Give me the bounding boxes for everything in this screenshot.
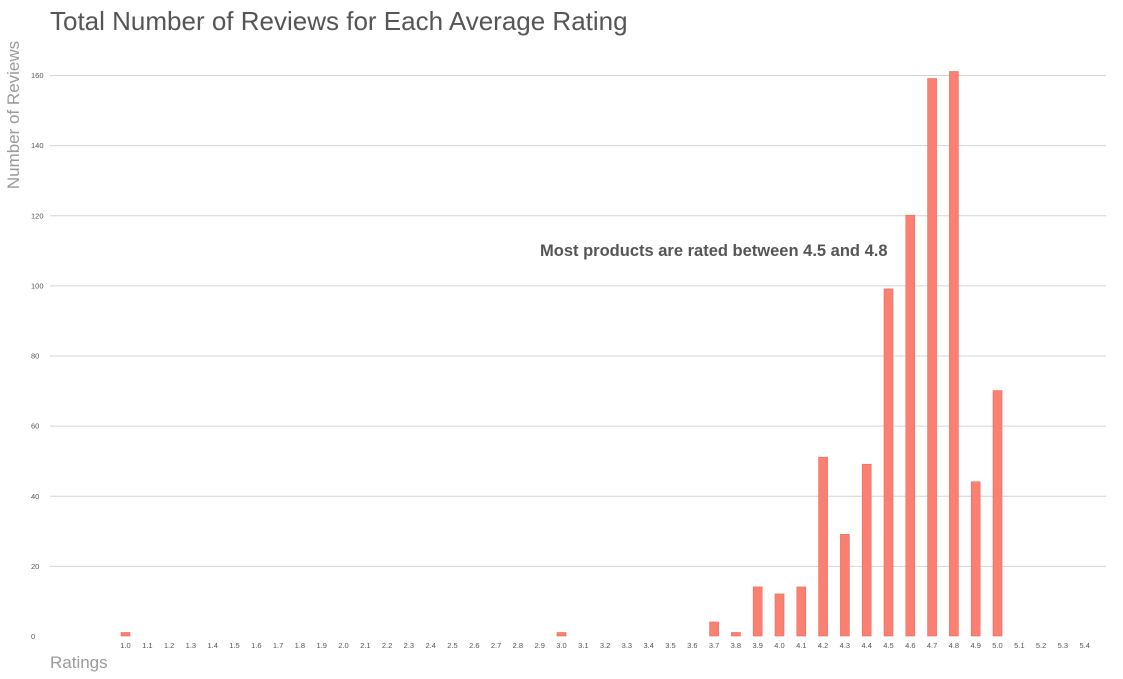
bar	[949, 71, 959, 637]
x-tick-label: 3.2	[600, 641, 610, 650]
x-tick-label: 4.8	[949, 641, 959, 650]
x-tick-label: 3.4	[643, 641, 653, 650]
x-tick-label: 3.3	[622, 641, 632, 650]
x-tick-label: 1.8	[295, 641, 305, 650]
y-tick-label: 100	[31, 281, 44, 290]
x-tick-label: 1.2	[164, 641, 174, 650]
x-tick-label: 2.2	[382, 641, 392, 650]
x-tick-label: 2.9	[534, 641, 544, 650]
x-tick-label: 1.5	[229, 641, 239, 650]
y-tick-label: 20	[31, 562, 39, 571]
bar	[796, 586, 807, 637]
x-tick-label: 5.1	[1014, 641, 1024, 650]
bar	[927, 78, 937, 637]
x-tick-label: 4.7	[927, 641, 937, 650]
gridlines	[50, 75, 1106, 567]
bars	[120, 71, 1003, 637]
bar	[774, 593, 785, 637]
bar	[992, 390, 1003, 637]
x-tick-label: 1.1	[142, 641, 152, 650]
x-tick-label: 5.0	[992, 641, 1002, 650]
bar	[709, 621, 719, 637]
y-tick-label: 120	[31, 211, 44, 220]
x-tick-label: 5.2	[1036, 641, 1046, 650]
x-tick-label: 2.1	[360, 641, 370, 650]
x-tick-label: 2.4	[425, 641, 435, 650]
x-tick-label: 3.6	[687, 641, 697, 650]
bar	[752, 586, 763, 637]
y-tick-label: 80	[31, 352, 39, 361]
bar	[905, 214, 916, 637]
x-tick-label: 2.6	[469, 641, 479, 650]
bar	[840, 534, 850, 637]
x-tick-label: 4.4	[861, 641, 871, 650]
x-tick-label: 3.5	[665, 641, 675, 650]
x-tick-label: 2.5	[447, 641, 457, 650]
y-tick-label: 160	[31, 71, 44, 80]
x-tick-labels: 1.0 1.1 1.2 1.3 1.4 1.5 1.6 1.7 1.8 1.9 2.0 2.1 2.2 2…	[120, 641, 1090, 650]
bar	[818, 456, 828, 637]
x-tick-label: 4.0	[774, 641, 784, 650]
bar	[731, 632, 741, 637]
bar	[861, 463, 872, 637]
bar	[883, 288, 894, 637]
x-tick-label: 2.3	[404, 641, 414, 650]
x-tick-label: 5.4	[1079, 641, 1089, 650]
x-tick-label: 1.0	[120, 641, 130, 650]
bar	[970, 481, 981, 637]
x-tick-label: 2.7	[491, 641, 501, 650]
x-tick-label: 1.6	[251, 641, 261, 650]
x-tick-label: 3.1	[578, 641, 588, 650]
chart-annotation: Most products are rated between 4.5 and …	[540, 242, 888, 260]
y-tick-label: 140	[31, 141, 44, 150]
x-tick-label: 3.0	[556, 641, 566, 650]
x-axis-label: Ratings	[50, 653, 108, 672]
x-tick-label: 4.9	[970, 641, 980, 650]
x-tick-label: 4.3	[840, 641, 850, 650]
bar	[556, 632, 567, 637]
x-tick-label: 5.3	[1058, 641, 1068, 650]
y-tick-label: 0	[31, 632, 35, 641]
y-tick-label: 40	[31, 492, 39, 501]
x-tick-label: 3.7	[709, 641, 719, 650]
bar	[120, 632, 131, 637]
y-tick-label: 60	[31, 422, 39, 431]
chart-title: Total Number of Reviews for Each Average…	[50, 6, 628, 36]
x-tick-label: 4.2	[818, 641, 828, 650]
y-tick-labels: 0 20 40 60 80 100 120 140 160	[31, 71, 44, 641]
x-tick-label: 4.5	[883, 641, 893, 650]
x-tick-label: 2.0	[338, 641, 348, 650]
x-tick-label: 2.8	[513, 641, 523, 650]
x-tick-label: 3.9	[752, 641, 762, 650]
x-tick-label: 4.6	[905, 641, 915, 650]
x-tick-label: 1.4	[207, 641, 217, 650]
x-tick-label: 1.9	[316, 641, 326, 650]
x-tick-label: 1.7	[273, 641, 283, 650]
x-tick-label: 1.3	[186, 641, 196, 650]
x-tick-label: 3.8	[731, 641, 741, 650]
x-tick-label: 4.1	[796, 641, 806, 650]
